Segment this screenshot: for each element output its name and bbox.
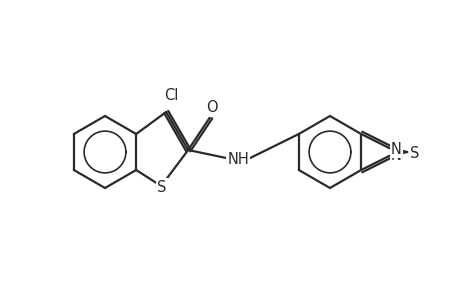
Text: Cl: Cl (163, 88, 178, 103)
Text: N: N (390, 142, 401, 157)
Text: N: N (390, 148, 401, 163)
Text: S: S (409, 146, 419, 160)
Text: O: O (206, 100, 218, 116)
Text: S: S (157, 179, 167, 194)
Text: NH: NH (227, 152, 248, 166)
